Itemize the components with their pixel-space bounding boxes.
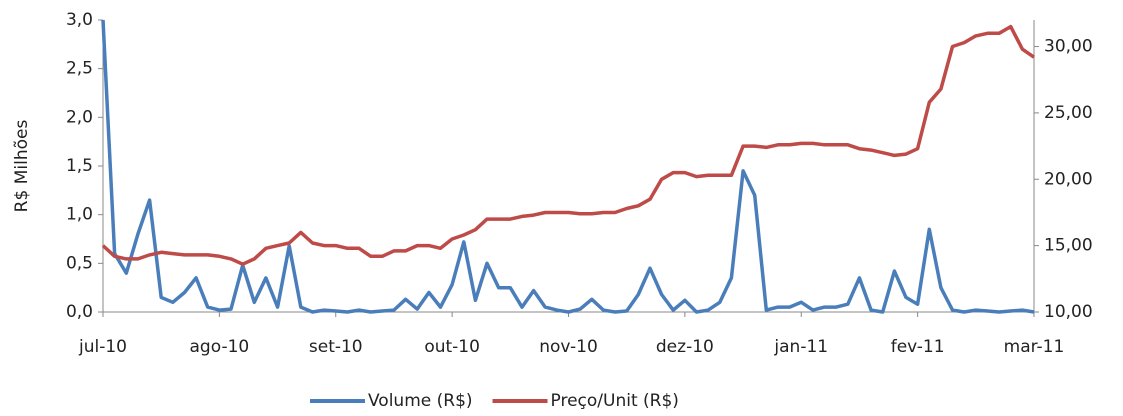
series-line (101, 19, 1035, 314)
x-tick-label: dez-10 (656, 337, 714, 357)
x-tick-label: set-10 (309, 337, 363, 357)
x-tick-label: fev-11 (891, 337, 945, 357)
y2-tick-label: 15,00 (1044, 236, 1093, 256)
x-tick-label: ago-10 (190, 337, 250, 357)
y-tick-label: 1,5 (66, 156, 93, 176)
y2-tick-label: 30,00 (1044, 37, 1093, 57)
y2-tick-label: 25,00 (1044, 103, 1093, 123)
y-tick-label: 0,5 (66, 253, 93, 273)
y-tick-label: 2,0 (66, 107, 93, 127)
x-tick-label: mar-11 (1004, 337, 1065, 357)
y-tick-label: 3,0 (66, 10, 93, 30)
legend-label: Preço/Unit (R$) (551, 391, 679, 411)
x-tick-label: nov-10 (539, 337, 598, 357)
y-tick-label: 0,0 (66, 302, 93, 322)
legend-label: Volume (R$) (368, 391, 473, 411)
x-tick-label: out-10 (424, 337, 480, 357)
y-tick-label: 2,5 (66, 59, 93, 79)
x-tick-label: jul-10 (78, 337, 127, 357)
y-tick-label: 1,0 (66, 205, 93, 225)
y2-tick-label: 20,00 (1044, 169, 1093, 189)
x-tick-label: jan-11 (773, 337, 828, 357)
y2-tick-label: 10,00 (1044, 302, 1093, 322)
series-line (101, 24, 1035, 266)
y-axis-label: R$ Milhões (12, 120, 32, 213)
